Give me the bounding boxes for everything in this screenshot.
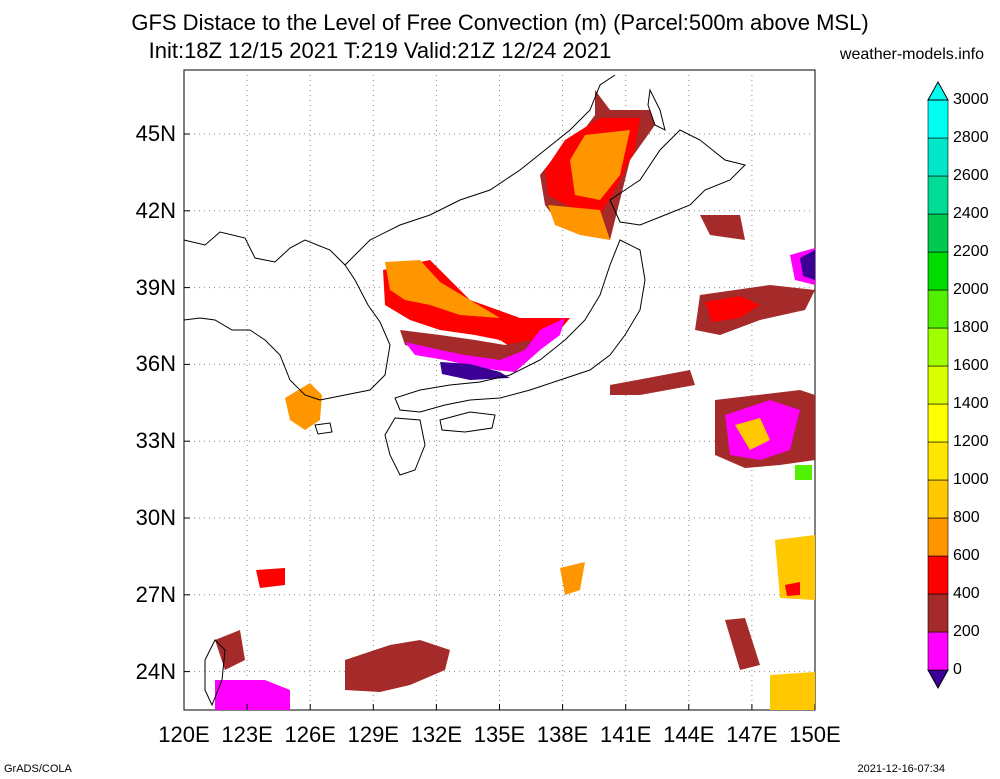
field-brown-east1 (695, 285, 815, 335)
colorbar-swatch (927, 593, 949, 633)
colorbar-label: 800 (953, 509, 980, 526)
colorbar-min-arrow (927, 669, 949, 690)
shikoku (439, 411, 496, 433)
field-red-se (785, 582, 800, 596)
field-red-east1 (705, 296, 760, 322)
colorbar-swatch (927, 441, 949, 481)
footer-left: GrADS/COLA (4, 763, 72, 775)
colorbar-swatch (927, 555, 949, 595)
colorbar-label: 200 (953, 623, 980, 640)
field-magenta-taiwan (215, 680, 290, 710)
colorbar-label: 2800 (953, 129, 989, 146)
field-orange-korea (385, 260, 500, 318)
lon-label: 147E (726, 722, 778, 747)
colorbar-swatch (927, 631, 949, 671)
lat-label: 36N (135, 351, 176, 377)
field-brown-s3 (725, 618, 760, 670)
colorbar-label: 2200 (953, 243, 989, 260)
colorbar-swatch (927, 365, 949, 405)
colorbar-label: 1000 (953, 471, 989, 488)
colorbar-swatch (927, 479, 949, 519)
lat-label: 39N (135, 274, 176, 300)
field-brown-mid (610, 370, 695, 395)
colorbar-label: 1600 (953, 357, 989, 374)
colorbar-swatch (927, 99, 949, 139)
field-brown-south (345, 640, 450, 692)
map-subtitle: Init:18Z 12/15 2021 T:219 Valid:21Z 12/2… (148, 38, 612, 63)
footer-timestamp: 2021-12-16-07:34 (857, 763, 945, 775)
field-red-s1 (256, 568, 285, 588)
field-orange-north2 (548, 205, 610, 240)
field-orange-east2 (735, 418, 770, 450)
lon-label: 129E (347, 722, 399, 747)
colorbar-label: 1200 (953, 433, 989, 450)
colorbar-label: 1400 (953, 395, 989, 412)
colorbar-label: 2600 (953, 167, 989, 184)
lon-label: 135E (473, 722, 526, 747)
colorbar-swatch (927, 251, 949, 291)
map-title: GFS Distace to the Level of Free Convect… (131, 10, 869, 35)
colorbar-label: 2000 (953, 281, 989, 298)
colorbar-label: 400 (953, 585, 980, 602)
lat-label: 45N (135, 121, 176, 146)
lat-label: 33N (135, 428, 176, 454)
field-purple-korea (440, 362, 510, 380)
colorbar-max-arrow (927, 80, 949, 101)
field-brown-northeast (700, 215, 745, 240)
taiwan (204, 639, 226, 707)
colorbar-swatch (927, 517, 949, 557)
lon-label: 126E (284, 722, 336, 747)
lon-label: 138E (536, 722, 589, 747)
field-orange-se2 (775, 535, 815, 600)
colorbar-swatch (927, 213, 949, 253)
field-orange-s2 (560, 562, 585, 595)
colorbar-label: 3000 (953, 91, 989, 108)
jeju (314, 422, 333, 435)
field-green-east (795, 465, 812, 480)
lon-label: 120E (158, 722, 210, 747)
lat-label: 27N (135, 581, 176, 607)
lon-label: 123E (221, 722, 273, 747)
colorbar-swatch (927, 403, 949, 443)
colorbar-label: 2400 (953, 205, 989, 222)
colorbar-label: 0 (953, 661, 962, 678)
colorbar-swatch (927, 327, 949, 367)
lat-label: 42N (135, 197, 176, 223)
sakhalin (647, 88, 666, 131)
field-purple-east (800, 250, 815, 280)
field-magenta-korea (405, 318, 565, 372)
lat-label: 30N (135, 505, 176, 530)
mainland-north (344, 74, 616, 266)
colorbar-swatch (927, 137, 949, 177)
colorbar-swatch (927, 175, 949, 215)
field-orange-north (570, 130, 630, 200)
colorbar (927, 80, 949, 690)
lon-label: 132E (410, 722, 463, 747)
field-orange-se (770, 672, 815, 710)
colorbar-label: 1800 (953, 319, 989, 336)
colorbar-label: 600 (953, 547, 980, 564)
lfc-shading (215, 90, 815, 710)
coastlines (183, 74, 746, 707)
lat-label: 24N (135, 658, 176, 684)
honshu (394, 239, 646, 413)
site-credit: weather-models.info (839, 46, 984, 63)
colorbar-swatch (927, 289, 949, 329)
axes (183, 133, 816, 710)
kyushu (384, 417, 426, 476)
lon-label: 141E (599, 722, 652, 747)
lon-label: 144E (663, 722, 715, 747)
hokkaido (609, 129, 746, 226)
lon-label: 150E (789, 722, 841, 747)
field-orange-kyushu (285, 383, 322, 430)
field-brown-taiwan (215, 630, 245, 670)
mainland-coast (183, 231, 391, 401)
